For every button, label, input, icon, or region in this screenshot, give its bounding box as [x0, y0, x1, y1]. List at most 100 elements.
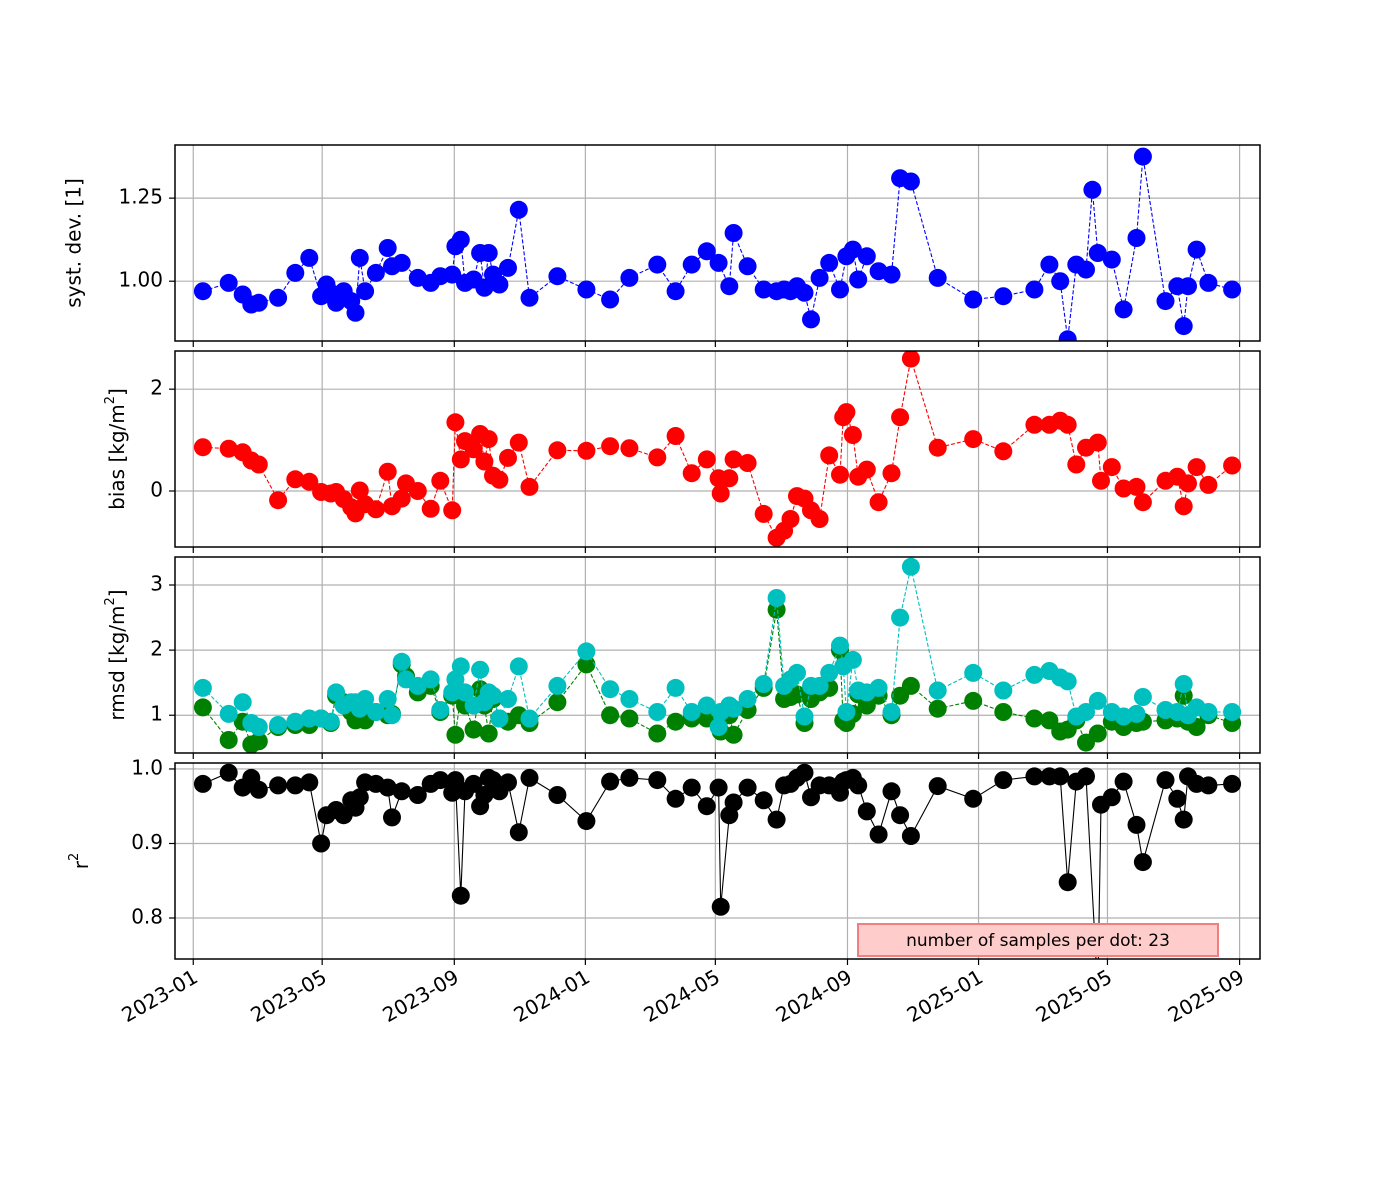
data-point [408, 482, 427, 500]
data-point [1174, 675, 1193, 693]
data-point [831, 465, 849, 484]
data-point [327, 683, 346, 702]
data-point [1127, 477, 1146, 496]
data-point [484, 686, 502, 705]
data-point [857, 460, 876, 479]
data-point [378, 239, 397, 257]
x-tick-label: 2024-01 [510, 965, 594, 1028]
data-point [682, 778, 701, 797]
data-point [431, 701, 450, 719]
data-point [1102, 250, 1121, 269]
data-point [451, 657, 470, 676]
y-tick-label: 1.25 [118, 185, 163, 209]
data-point [219, 731, 238, 749]
data-point [548, 693, 567, 712]
annotation-box [857, 923, 1219, 957]
data-point [499, 690, 517, 708]
data-point [781, 510, 800, 528]
data-point [509, 433, 528, 452]
data-point [928, 438, 947, 457]
yticks-panel-2: 1 2 3 [150, 572, 175, 726]
data-point [666, 678, 685, 697]
data-point [620, 439, 639, 458]
data-point [499, 773, 517, 792]
data-point [620, 268, 639, 287]
data-point [548, 267, 567, 286]
data-point [350, 788, 369, 807]
data-point [499, 258, 517, 277]
data-point [193, 774, 212, 793]
data-point [1127, 229, 1146, 247]
data-point [1156, 292, 1175, 311]
y-tick-label: 0.9 [131, 830, 163, 854]
data-point [738, 778, 757, 797]
data-point [269, 288, 288, 307]
data-point [666, 427, 685, 445]
data-point [820, 663, 839, 682]
data-point [882, 782, 901, 801]
data-point [269, 716, 288, 734]
y-tick-label: 1 [150, 702, 163, 726]
marks-panel-1 [193, 351, 1242, 547]
y-tick-label: 2 [150, 376, 163, 400]
data-point [754, 675, 773, 693]
data-point [408, 786, 427, 804]
data-point [709, 253, 728, 272]
data-point [479, 430, 498, 449]
data-point [648, 448, 667, 467]
data-point [548, 441, 567, 460]
data-point [1088, 244, 1107, 262]
data-point [802, 310, 820, 329]
data-point [509, 657, 528, 676]
data-point [869, 825, 888, 844]
data-point [350, 481, 369, 500]
data-point [193, 438, 212, 457]
data-point [392, 253, 411, 272]
data-point [891, 608, 910, 627]
data-point [1077, 260, 1095, 279]
data-point [193, 282, 212, 301]
data-point [1058, 415, 1077, 434]
data-point [1102, 458, 1121, 477]
data-point [1199, 475, 1218, 494]
data-point [882, 265, 901, 284]
data-point [648, 771, 667, 790]
y-tick-label: 3 [150, 572, 163, 596]
samples-annotation: number of samples per dot: 23 [857, 923, 1219, 957]
data-point [901, 172, 920, 191]
data-point [471, 660, 490, 679]
data-point [964, 691, 983, 710]
data-point [724, 224, 743, 242]
data-point [711, 897, 730, 916]
data-point [788, 663, 806, 682]
data-point [490, 470, 509, 489]
x-tick-label: 2025-01 [903, 965, 987, 1028]
data-point [849, 270, 868, 289]
data-point [475, 452, 494, 471]
y-tick-label: 0.8 [131, 905, 163, 929]
data-point [810, 510, 829, 528]
data-point [843, 426, 862, 444]
data-point [451, 886, 470, 905]
data-point [1127, 815, 1146, 834]
data-point [1168, 789, 1187, 808]
data-point [300, 248, 319, 267]
panel-rmsd: 1 2 3 rmsd [kg/m2] [103, 556, 1261, 759]
data-point [831, 636, 849, 655]
data-point [720, 277, 739, 296]
data-point [1025, 280, 1044, 299]
axes-frame-panel-2 [174, 556, 1261, 754]
data-point [520, 477, 539, 496]
data-point [464, 720, 483, 739]
xticks-panel-2 [192, 753, 1241, 759]
data-point [601, 680, 620, 699]
data-point [697, 797, 716, 816]
data-point [346, 303, 365, 322]
data-point [1133, 147, 1152, 166]
data-point [738, 690, 757, 708]
data-point [964, 290, 983, 309]
data-point [383, 808, 401, 827]
data-point [446, 725, 465, 744]
data-point [269, 776, 288, 795]
data-point [810, 676, 829, 695]
